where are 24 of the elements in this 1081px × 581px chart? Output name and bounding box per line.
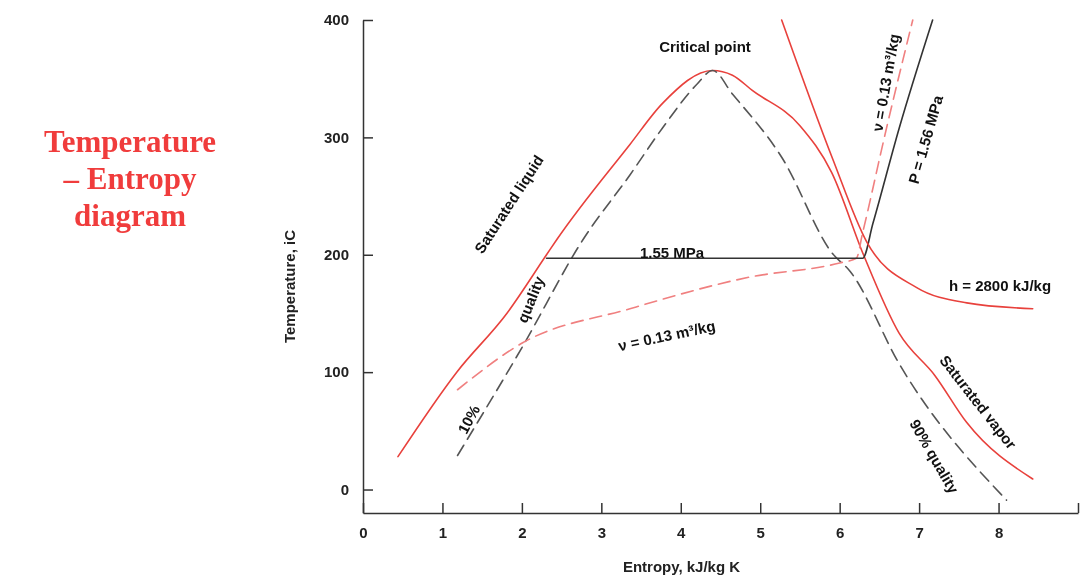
x-tick-label: 6 — [835, 523, 845, 541]
x-tick-label: 1 — [438, 523, 448, 541]
x-tick-label: 4 — [677, 523, 687, 541]
x-tick-label: 2 — [518, 523, 527, 541]
annotation: ν = 0.13 m³/kg — [868, 32, 903, 133]
annotation: P = 1.56 MPa — [904, 92, 947, 186]
y-tick-label: 200 — [323, 246, 349, 264]
annotation: 1.55 MPa — [639, 243, 705, 261]
x-tick-label: 5 — [756, 523, 765, 541]
x-tick-label: 7 — [915, 523, 924, 541]
y-tick-label: 100 — [323, 363, 349, 381]
y-tick-label: 300 — [323, 128, 349, 146]
annotation: Critical point — [659, 37, 751, 55]
y-tick-label: 0 — [340, 480, 349, 498]
x-tick-label: 8 — [994, 523, 1004, 541]
x-tick-label: 0 — [359, 523, 368, 541]
y-axis-title: Temperature, iC — [281, 229, 298, 344]
y-tick-label: 400 — [323, 11, 349, 29]
annotation: 10% — [454, 402, 484, 437]
x-axis-title: Entropy, kJ/kg K — [622, 558, 741, 575]
text: Temperature – Entropy diagram — [43, 124, 217, 233]
x-tick-label: 3 — [597, 523, 607, 541]
annotation: h = 2800 kJ/kg — [948, 276, 1052, 294]
annotation: ν = 0.13 m³/kg — [616, 316, 717, 355]
